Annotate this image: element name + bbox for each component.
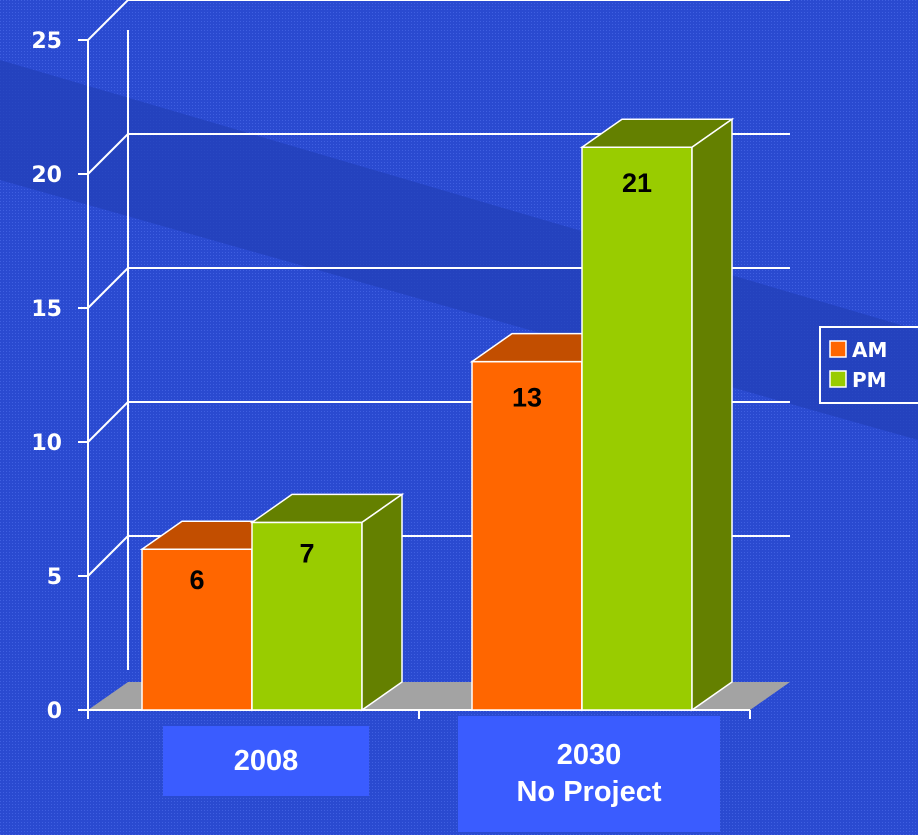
bar-am: [141, 548, 253, 711]
bar-side-pm: [361, 492, 403, 712]
category-label-2030-no-project: 2030 No Project: [458, 716, 720, 832]
data-label-pm: 7: [299, 538, 314, 568]
category-label-line: 2008: [233, 744, 299, 777]
legend: AM PM: [819, 326, 918, 404]
y-tick-label: 5: [47, 565, 62, 590]
y-tick-label: 10: [31, 431, 62, 456]
bar-pm: [251, 521, 363, 711]
legend-label-pm: PM: [852, 368, 887, 392]
y-tick-label: 20: [31, 163, 62, 188]
gridline-side: [87, 133, 129, 175]
gridline-side: [87, 535, 129, 577]
legend-box: [819, 326, 918, 404]
data-label-am: 6: [189, 565, 204, 595]
data-label-pm: 21: [622, 168, 652, 198]
category-label-line: 2030: [556, 739, 622, 771]
gridline-side: [87, 267, 129, 309]
y-tick-label: 15: [31, 297, 62, 322]
bar-am: [471, 360, 583, 711]
bar-layer: [139, 117, 735, 712]
data-label-am: 13: [512, 383, 542, 413]
label-layer: 6 7 13 21: [189, 168, 652, 595]
y-tick-label: 0: [47, 699, 62, 724]
gridline-side: [87, 401, 129, 443]
category-label-line: No Project: [516, 776, 662, 808]
legend-swatch-pm: [829, 370, 847, 388]
legend-swatch-am: [829, 340, 847, 358]
category-label-2008: 2008: [163, 726, 369, 796]
legend-label-am: AM: [852, 338, 887, 362]
gridline-side: [87, 0, 129, 41]
bar-pm: [581, 146, 693, 711]
bar-side-pm: [691, 117, 733, 712]
y-tick-label: 25: [31, 29, 62, 54]
